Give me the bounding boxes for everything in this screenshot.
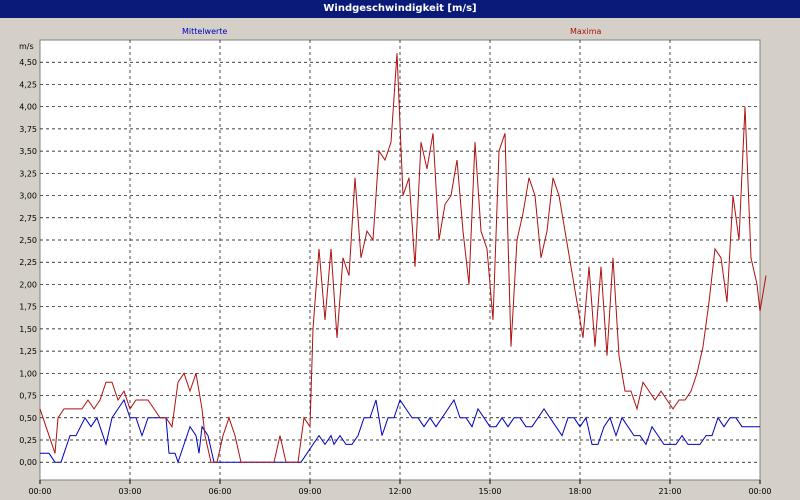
y-tick-label: 1,00 xyxy=(19,369,37,378)
y-tick-label: 2,75 xyxy=(19,214,37,223)
y-tick-label: 2,00 xyxy=(19,280,37,289)
x-tick-time-label: 00:00 xyxy=(748,487,771,496)
y-tick-label: 0,50 xyxy=(19,414,37,423)
y-tick-label: 0,00 xyxy=(19,458,37,467)
y-tick-label: 3,25 xyxy=(19,169,37,178)
x-tick-time-label: 21:00 xyxy=(658,487,681,496)
y-tick-label: 3,00 xyxy=(19,192,37,201)
y-tick-label: 0,75 xyxy=(19,392,37,401)
y-tick-label: 4,25 xyxy=(19,80,37,89)
series-line-maxima xyxy=(39,53,767,463)
y-axis-unit-label: m/s xyxy=(19,42,34,51)
y-tick-label: 2,50 xyxy=(19,236,37,245)
y-tick-label: 1,50 xyxy=(19,325,37,334)
y-tick-label: 4,00 xyxy=(19,103,37,112)
x-tick-time-label: 18:00 xyxy=(568,487,591,496)
y-tick-label: 0,25 xyxy=(19,436,37,445)
chart-title: Windgeschwindigkeit [m/s] xyxy=(0,0,800,18)
grid xyxy=(40,40,760,480)
x-tick-time-label: 00:00 xyxy=(28,487,51,496)
y-tick-label: 3,75 xyxy=(19,125,37,134)
y-tick-label: 2,25 xyxy=(19,258,37,267)
y-tick-label: 1,75 xyxy=(19,303,37,312)
y-tick-label: 3,50 xyxy=(19,147,37,156)
x-tick-time-label: 03:00 xyxy=(118,487,141,496)
y-tick-label: 1,25 xyxy=(19,347,37,356)
x-tick-time-label: 15:00 xyxy=(478,487,501,496)
y-tick-label: 4,50 xyxy=(19,58,37,67)
legend-mittelwerte: Mittelwerte xyxy=(182,27,227,36)
x-tick-time-label: 06:00 xyxy=(208,487,231,496)
chart: m/s Mittelwerte Maxima 0,00 0,25 0,50 0,75 1… xyxy=(19,27,772,496)
x-tick-time-label: 09:00 xyxy=(298,487,321,496)
x-tick-time-label: 12:00 xyxy=(388,487,411,496)
legend-maxima: Maxima xyxy=(570,27,602,36)
